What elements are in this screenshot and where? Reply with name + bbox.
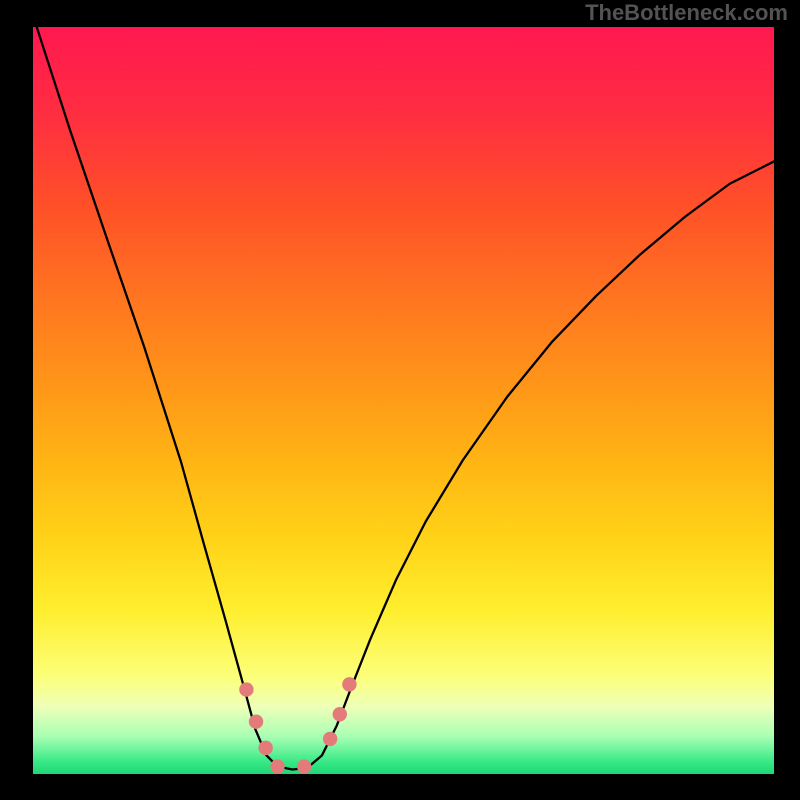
bottleneck-curve-chart <box>33 27 774 774</box>
optimal-zone-marker <box>270 759 284 773</box>
optimal-zone-marker <box>342 677 356 691</box>
optimal-zone-marker <box>239 682 253 696</box>
optimal-zone-marker <box>323 732 337 746</box>
chart-svg <box>33 27 774 774</box>
optimal-zone-marker <box>258 741 272 755</box>
optimal-zone-marker <box>333 707 347 721</box>
chart-container: TheBottleneck.com <box>0 0 800 800</box>
gradient-background <box>33 27 774 774</box>
watermark-label: TheBottleneck.com <box>585 0 788 26</box>
optimal-zone-marker <box>297 759 311 773</box>
optimal-zone-marker <box>249 715 263 729</box>
